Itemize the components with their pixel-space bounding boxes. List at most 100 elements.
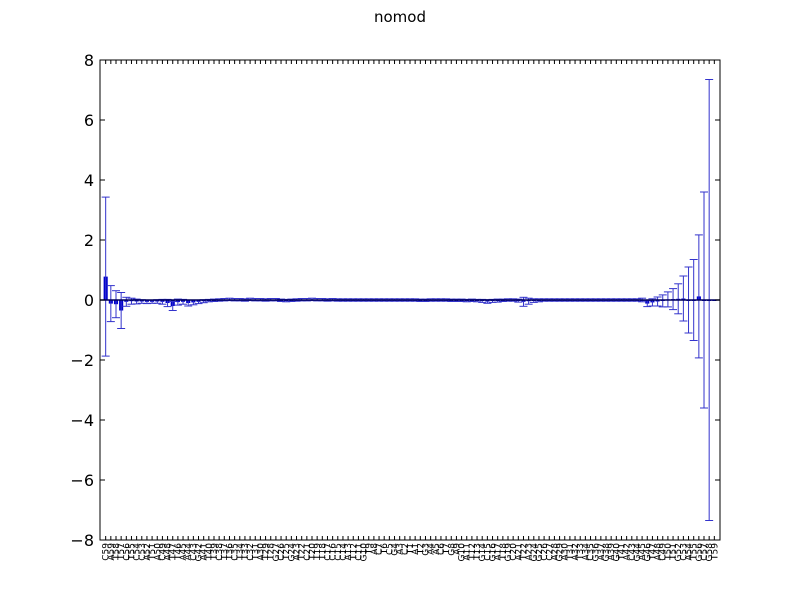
xtick-label: T51: [148, 543, 158, 561]
xtick-label: C17: [323, 543, 333, 561]
xtick-label: A23: [293, 543, 303, 561]
error-bar: [168, 301, 177, 311]
xtick-label: A41: [200, 543, 210, 561]
xtick-label: T9: [365, 543, 375, 555]
xtick-label: G38: [602, 543, 612, 562]
xtick-label: A48: [164, 543, 174, 561]
ytick-label: 4: [84, 171, 94, 190]
error-bar: [111, 290, 120, 319]
xtick-label: T22: [519, 543, 529, 561]
xtick-label: C6: [437, 543, 447, 555]
xtick-label: A45: [179, 543, 189, 561]
xtick-label: G42: [195, 543, 205, 561]
xtick-label: G3: [421, 543, 431, 556]
error-bar: [694, 234, 703, 359]
error-bar: [122, 296, 131, 307]
xtick-label: T55: [127, 543, 137, 561]
xtick-label: G24: [530, 543, 540, 562]
xtick-label: A3: [396, 543, 406, 555]
chart-title: nomod: [374, 8, 426, 26]
xtick-label: G27: [272, 543, 282, 561]
xtick-label: T39: [210, 543, 220, 561]
xtick-label: A30: [561, 543, 571, 561]
xtick-label: C43: [189, 543, 199, 561]
xtick-label: C15: [483, 543, 493, 561]
xtick-label: A1: [411, 543, 421, 555]
xtick-label: A48: [654, 543, 664, 561]
xtick-label: A17: [494, 543, 504, 561]
ytick-label: −4: [70, 411, 94, 430]
xtick-label: T33: [241, 543, 251, 561]
xtick-label: C26: [277, 543, 287, 561]
xtick-label: T6: [380, 543, 390, 555]
xtick-label: C56: [122, 543, 132, 561]
xtick-label: G10: [360, 543, 370, 562]
xtick-label: G40: [612, 543, 622, 562]
xtick-label: A28: [550, 543, 560, 561]
xtick-label: C5: [385, 543, 395, 555]
xtick-label: A13: [344, 543, 354, 561]
xtick-label: T50: [664, 543, 674, 561]
error-bar: [117, 292, 126, 329]
xtick-label: C35: [231, 543, 241, 561]
xtick-label: T22: [298, 543, 308, 561]
xtick-label: T12: [349, 543, 359, 561]
xtick-label: T19: [313, 543, 323, 561]
xtick-label: A44: [184, 543, 194, 561]
xtick-label: A34: [581, 543, 591, 561]
xtick-label: A32: [571, 543, 581, 561]
xtick-label: G58: [705, 543, 715, 562]
xtick-label: C32: [246, 543, 256, 561]
xtick-label: A59: [107, 543, 117, 561]
bars-layer: [103, 276, 717, 311]
xtick-label: C54: [133, 543, 143, 561]
xtick-label: C16: [329, 543, 339, 561]
xtick-label: G44: [633, 543, 643, 562]
xtick-label: G46: [643, 543, 653, 562]
xtick-label: C35: [587, 543, 597, 561]
xtick-label: C11: [354, 543, 364, 561]
xtick-label: C57: [700, 543, 710, 561]
error-bar: [519, 296, 528, 307]
xtick-label: T55: [690, 543, 700, 561]
xtick-label: T7: [442, 543, 452, 555]
error-bar: [101, 196, 110, 357]
xtick-label: T57: [117, 543, 127, 561]
xtick-label: T58: [112, 543, 122, 561]
xtick-label: T12: [468, 543, 478, 561]
ytick-label: 6: [84, 111, 94, 130]
xtick-label: T47: [169, 543, 179, 561]
xtick-label: A50: [153, 543, 163, 561]
ytick-label: −6: [70, 471, 94, 490]
xtick-label: C43: [628, 543, 638, 561]
xtick-label: A21: [514, 543, 524, 561]
xtick-label: A42: [623, 543, 633, 561]
xtick-label: C53: [679, 543, 689, 561]
xtick-label: A52: [143, 543, 153, 561]
xtick-label: T40: [205, 543, 215, 561]
xtick-label: C20: [509, 543, 519, 561]
xtick-label: T34: [236, 543, 246, 561]
error-bar: [674, 283, 683, 315]
xtick-label: C26: [540, 543, 550, 561]
xtick-label: T18: [499, 543, 509, 561]
xtick-label: G29: [556, 543, 566, 562]
xtick-label: G52: [674, 543, 684, 561]
xtick-label: C59: [102, 543, 112, 561]
xticks-layer: C59A59T58T57C56T55C54C53A52T51A50C49A48T…: [102, 60, 720, 562]
xtick-label: G14: [478, 543, 488, 562]
error-bar: [524, 297, 533, 305]
xtick-label: T47: [648, 543, 658, 561]
xtick-label: C49: [158, 543, 168, 561]
xtick-label: C7: [375, 543, 385, 555]
xtick-label: A9: [452, 543, 462, 555]
xtick-label: C15: [334, 543, 344, 561]
xtick-label: A30: [256, 543, 266, 561]
yticks-layer: −8 −6 −4 −2 0 2 4 6 8: [70, 51, 720, 550]
xtick-label: C14: [339, 543, 349, 561]
xtick-label: T51: [669, 543, 679, 561]
xtick-label: G24: [287, 543, 297, 562]
xtick-label: A4: [427, 543, 437, 555]
xtick-label: T25: [282, 543, 292, 561]
xtick-label: G10: [458, 543, 468, 562]
